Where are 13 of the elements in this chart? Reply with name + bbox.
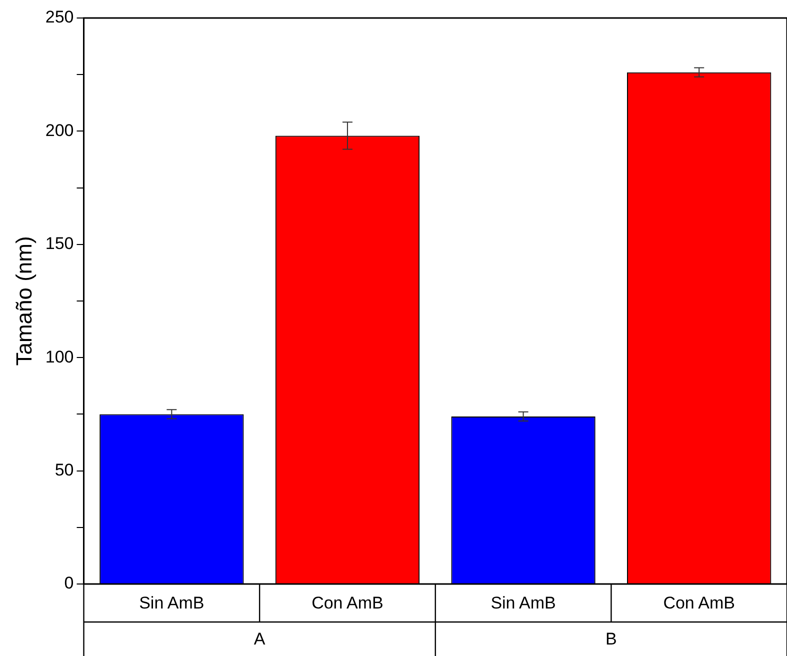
y-tick-label: 200 xyxy=(45,120,74,140)
x-tick-label: Con AmB xyxy=(312,594,384,613)
y-tick-label: 100 xyxy=(45,347,74,366)
y-tick-label: 0 xyxy=(64,574,74,593)
y-tick-label: 150 xyxy=(45,234,74,254)
text: A xyxy=(254,630,266,649)
y-tick-label: 250 xyxy=(45,8,74,27)
x-tick-label: Sin AmB xyxy=(139,594,204,613)
y-tick-label: 50 xyxy=(54,460,74,480)
x-tick-label: Con AmB xyxy=(663,594,735,613)
x-tick-label: Sin AmB xyxy=(490,594,556,613)
y-axis-title: Tamaño (nm) xyxy=(11,236,36,366)
text: B xyxy=(606,630,617,649)
